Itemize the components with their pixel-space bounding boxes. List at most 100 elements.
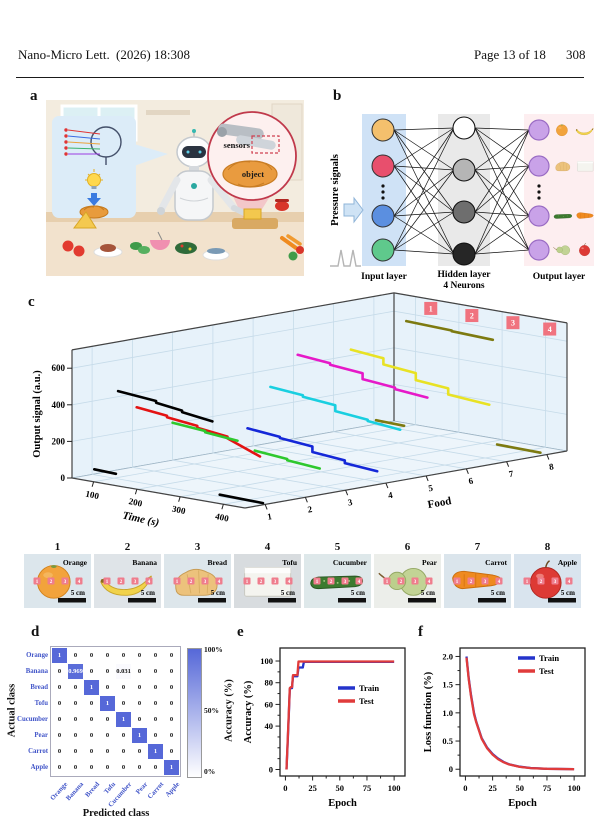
food-axis-label: Food — [427, 495, 453, 511]
hidden-node — [452, 200, 476, 224]
matrix-cell: 0 — [164, 680, 179, 695]
input-node — [371, 204, 395, 228]
matrix-cell: 0 — [52, 728, 67, 743]
matrix-cell: 1 — [52, 648, 67, 663]
legend-label: Test — [359, 696, 374, 706]
time-tick: 100 — [85, 489, 101, 502]
matrix-cell: 0 — [68, 680, 83, 695]
y-tick: 60 — [265, 699, 274, 709]
svg-text:3: 3 — [134, 580, 137, 585]
croissant-object-icon — [222, 160, 278, 188]
food-photo-row: 1 1 2 3 4 Orange 5 cm 2 1 2 3 4 Banana 5 cm 3 1 2 3 4 Bread… — [24, 540, 581, 613]
matrix-cell: 0 — [84, 760, 99, 775]
svg-text:3: 3 — [64, 580, 67, 585]
food-photo-cucumber: 5 1 2 3 4 Cucumber 5 cm — [304, 540, 371, 613]
sensor-marker: 3 — [271, 577, 279, 585]
y-tick: 0 — [269, 764, 273, 774]
svg-text:4: 4 — [548, 325, 552, 334]
y-tick: 80 — [265, 678, 274, 688]
colorbar-tick: 0% — [204, 767, 216, 776]
orange-photo: 1 2 3 4 Orange 5 cm — [24, 554, 91, 608]
matrix-cell: 0 — [132, 744, 147, 759]
actual-class-tick: Tofu — [34, 700, 48, 707]
sensor-marker: 2 — [537, 577, 545, 585]
svg-text:4: 4 — [288, 580, 291, 585]
food-number: 4 — [264, 541, 271, 553]
sensors-label: sensors — [224, 140, 251, 150]
trace-food-8 — [374, 418, 406, 428]
predicted-class-label: Predicted class — [82, 808, 150, 819]
kitchen-scene-illustration: sensors object — [46, 100, 304, 276]
output-node — [528, 205, 550, 227]
trace-food-6 — [296, 353, 429, 399]
svg-text:4: 4 — [358, 580, 361, 585]
signal-tick: 600 — [52, 363, 66, 373]
matrix-cell: 1 — [132, 728, 147, 743]
matrix-cell: 0 — [68, 744, 83, 759]
trace-food-4 — [246, 427, 379, 473]
matrix-cell: 0 — [100, 680, 115, 695]
series-train — [285, 660, 395, 770]
matrix-cell: 0 — [132, 648, 147, 663]
scale-label: 5 cm — [211, 589, 225, 597]
sensor-marker: 3 — [481, 577, 489, 585]
sensor-marker: 2 — [47, 577, 55, 585]
svg-text:3: 3 — [511, 319, 515, 328]
food-name-label: Bread — [208, 558, 228, 567]
x-tick: 75 — [543, 783, 552, 793]
trace-food-1 — [93, 468, 118, 476]
matrix-cell: 0 — [68, 712, 83, 727]
matrix-cell: 0 — [116, 680, 131, 695]
sensor-marker: 1 — [383, 577, 391, 585]
matrix-cell: 0 — [68, 696, 83, 711]
input-layer-label: Input layer — [361, 272, 407, 282]
svg-text:1: 1 — [176, 580, 179, 585]
scale-bar — [338, 598, 366, 603]
scale-label: 5 cm — [351, 589, 365, 597]
actual-class-tick: Apple — [30, 764, 48, 771]
loss-plot: 0 25 50 75 100 0 0.5 1.0 1.5 2.0 Train Test Epoch Los… — [423, 647, 586, 809]
food-tick: 5 — [428, 483, 435, 494]
matrix-cell: 1 — [164, 760, 179, 775]
sensor-marker: 3 — [411, 577, 419, 585]
time-tick: 300 — [171, 504, 187, 517]
matrix-cell: 0 — [52, 744, 67, 759]
sensor-marker: 1 — [523, 577, 531, 585]
matrix-cell: 1 — [148, 744, 163, 759]
food-name-label: Cucumber — [333, 558, 368, 567]
svg-text:2: 2 — [50, 580, 53, 585]
matrix-cell: 0 — [68, 728, 83, 743]
sensor-marker: 2 — [467, 577, 475, 585]
svg-text:4: 4 — [78, 580, 81, 585]
food-number: 1 — [54, 541, 61, 553]
actual-class-tick: Pear — [34, 732, 48, 739]
trace-food-3 — [253, 449, 322, 470]
sensor-legend-box — [424, 301, 438, 315]
food-tick: 4 — [387, 490, 394, 501]
scale-bar — [58, 598, 86, 603]
x-tick: 100 — [568, 783, 581, 793]
food-name-label: Apple — [558, 558, 578, 567]
matrix-cell: 0 — [84, 648, 99, 663]
scale-label: 5 cm — [561, 589, 575, 597]
panel-f-label: f — [418, 624, 423, 640]
matrix-cell: 0 — [164, 728, 179, 743]
food-photo-tofu: 4 1 2 3 4 Tofu 5 cm — [234, 540, 301, 613]
svg-text:3: 3 — [344, 580, 347, 585]
food-photo-bread: 3 1 2 3 4 Bread 5 cm — [164, 540, 231, 613]
matrix-cell: 0 — [116, 744, 131, 759]
svg-text:1: 1 — [429, 304, 433, 313]
food-name-label: Pear — [422, 558, 438, 567]
sensor-marker: 2 — [257, 577, 265, 585]
input-node — [371, 238, 395, 262]
x-axis-label: Epoch — [328, 798, 357, 809]
svg-text:3: 3 — [554, 580, 557, 585]
matrix-cell: 0 — [100, 712, 115, 727]
trace-food-3 — [171, 421, 239, 442]
output-layer-label: Output layer — [533, 272, 586, 282]
signal-tick: 200 — [52, 436, 66, 446]
matrix-cell: 0.969 — [68, 664, 83, 679]
matrix-cell: 0 — [116, 648, 131, 663]
trace-food-1 — [218, 493, 265, 505]
